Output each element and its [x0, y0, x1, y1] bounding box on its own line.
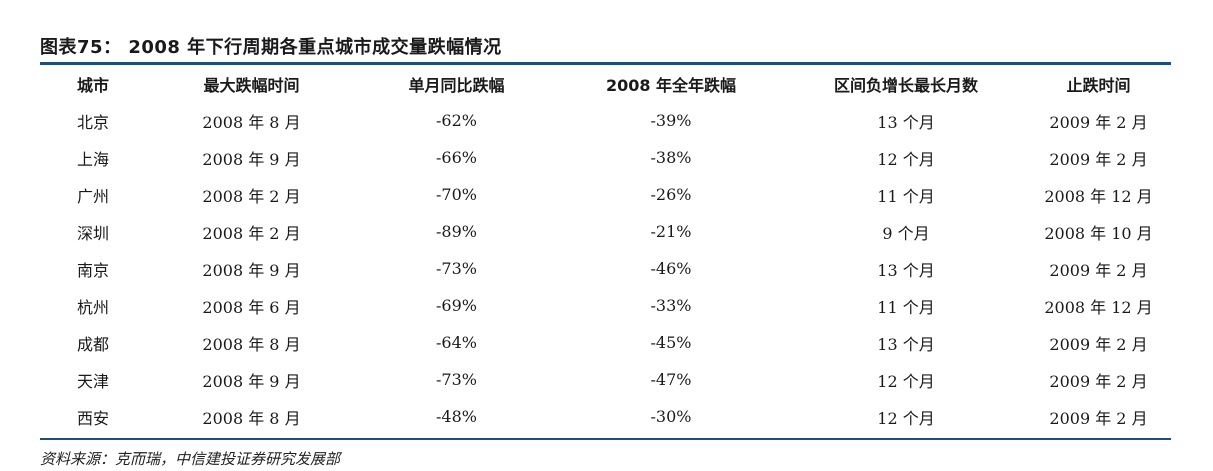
- cell-max-drop-time: 2008 年 2 月: [202, 186, 301, 206]
- table-row: 上海 2008 年 9 月 -66% -38% 12 个月 2009 年 2 月: [40, 139, 1171, 176]
- cell-city: 北京: [76, 112, 109, 132]
- cell-monthly-yoy-drop: -73%: [436, 370, 477, 389]
- cell-city: 杭州: [76, 297, 109, 317]
- cell-monthly-yoy-drop: -62%: [436, 111, 477, 130]
- cell-city: 广州: [76, 186, 109, 206]
- cell-annual-drop: -21%: [650, 222, 692, 241]
- cell-city: 深圳: [76, 223, 109, 243]
- cell-max-drop-time: 2008 年 2 月: [202, 223, 301, 243]
- cell-max-drop-time: 2008 年 8 月: [202, 408, 301, 428]
- table-row: 杭州 2008 年 6 月 -69% -33% 11 个月 2008 年 12 月: [40, 287, 1171, 324]
- cell-negative-months: 11 个月: [877, 297, 935, 317]
- cell-city: 天津: [76, 371, 109, 391]
- cell-negative-months: 13 个月: [877, 334, 935, 354]
- cell-monthly-yoy-drop: -66%: [436, 148, 477, 167]
- cell-annual-drop: -33%: [650, 296, 692, 315]
- table-row: 西安 2008 年 8 月 -48% -30% 12 个月 2009 年 2 月: [40, 398, 1171, 435]
- cell-monthly-yoy-drop: -89%: [436, 222, 477, 241]
- cell-max-drop-time: 2008 年 9 月: [202, 149, 301, 169]
- table-body: 北京 2008 年 8 月 -62% -39% 13 个月 2009 年 2 月上海 200…: [40, 102, 1171, 435]
- table-row: 北京 2008 年 8 月 -62% -39% 13 个月 2009 年 2 月: [40, 102, 1171, 139]
- table-header: 城市 最大跌幅时间 单月同比跌幅 2008 年全年跌幅 区间负增长最长月数 止跌…: [40, 66, 1171, 102]
- cell-max-drop-time: 2008 年 6 月: [202, 297, 301, 317]
- cell-monthly-yoy-drop: -64%: [436, 333, 477, 352]
- top-rule: [40, 62, 1171, 65]
- cell-negative-months: 11 个月: [877, 186, 935, 206]
- cell-max-drop-time: 2008 年 8 月: [202, 334, 301, 354]
- header-max-drop-time: 最大跌幅时间: [203, 76, 300, 95]
- cell-stop-drop-time: 2009 年 2 月: [1049, 408, 1148, 428]
- table-title: 图表75： 2008 年下行周期各重点城市成交量跌幅情况: [40, 37, 502, 58]
- bottom-rule: [40, 438, 1171, 440]
- header-stop-drop-time: 止跌时间: [1066, 76, 1131, 95]
- table-row: 深圳 2008 年 2 月 -89% -21% 9 个月 2008 年 10 月: [40, 213, 1171, 250]
- cell-annual-drop: -39%: [650, 111, 692, 130]
- cell-negative-months: 12 个月: [877, 408, 935, 428]
- cell-monthly-yoy-drop: -73%: [436, 259, 477, 278]
- cell-max-drop-time: 2008 年 8 月: [202, 112, 301, 132]
- cell-max-drop-time: 2008 年 9 月: [202, 371, 301, 391]
- cell-city: 南京: [76, 260, 109, 280]
- cell-stop-drop-time: 2009 年 2 月: [1049, 149, 1148, 169]
- cell-city: 成都: [76, 334, 109, 354]
- cell-annual-drop: -38%: [650, 148, 692, 167]
- header-longest-negative-months: 区间负增长最长月数: [833, 76, 978, 95]
- cell-city: 西安: [76, 408, 109, 428]
- header-monthly-yoy-drop: 单月同比跌幅: [408, 76, 505, 95]
- cell-monthly-yoy-drop: -48%: [436, 407, 477, 426]
- cell-monthly-yoy-drop: -69%: [436, 296, 477, 315]
- cell-city: 上海: [76, 149, 109, 169]
- cell-negative-months: 13 个月: [877, 260, 935, 280]
- cell-stop-drop-time: 2009 年 2 月: [1049, 334, 1148, 354]
- cell-annual-drop: -30%: [650, 407, 692, 426]
- cell-max-drop-time: 2008 年 9 月: [202, 260, 301, 280]
- cell-negative-months: 12 个月: [877, 149, 935, 169]
- cell-stop-drop-time: 2009 年 2 月: [1049, 371, 1148, 391]
- cell-stop-drop-time: 2009 年 2 月: [1049, 260, 1148, 280]
- cell-stop-drop-time: 2008 年 10 月: [1044, 223, 1153, 243]
- table-row: 天津 2008 年 9 月 -73% -47% 12 个月 2009 年 2 月: [40, 361, 1171, 398]
- cell-annual-drop: -26%: [650, 185, 692, 204]
- table-row: 成都 2008 年 8 月 -64% -45% 13 个月 2009 年 2 月: [40, 324, 1171, 361]
- header-city: 城市: [76, 76, 109, 95]
- source-note: 资料来源：克而瑞，中信建投证券研究发展部: [40, 450, 341, 468]
- table-row: 广州 2008 年 2 月 -70% -26% 11 个月 2008 年 12 月: [40, 176, 1171, 213]
- cell-stop-drop-time: 2009 年 2 月: [1049, 112, 1148, 132]
- cell-negative-months: 13 个月: [877, 112, 935, 132]
- cell-annual-drop: -47%: [650, 370, 692, 389]
- cell-stop-drop-time: 2008 年 12 月: [1044, 186, 1153, 206]
- table-row: 南京 2008 年 9 月 -73% -46% 13 个月 2009 年 2 月: [40, 250, 1171, 287]
- cell-stop-drop-time: 2008 年 12 月: [1044, 297, 1153, 317]
- cell-monthly-yoy-drop: -70%: [436, 185, 477, 204]
- cell-negative-months: 12 个月: [877, 371, 935, 391]
- cell-annual-drop: -46%: [650, 259, 692, 278]
- cell-negative-months: 9 个月: [882, 223, 930, 243]
- header-row: 城市 最大跌幅时间 单月同比跌幅 2008 年全年跌幅 区间负增长最长月数 止跌…: [40, 66, 1171, 102]
- header-2008-annual-drop: 2008 年全年跌幅: [605, 76, 737, 95]
- data-table: 城市 最大跌幅时间 单月同比跌幅 2008 年全年跌幅 区间负增长最长月数 止跌…: [40, 66, 1171, 435]
- cell-annual-drop: -45%: [650, 333, 692, 352]
